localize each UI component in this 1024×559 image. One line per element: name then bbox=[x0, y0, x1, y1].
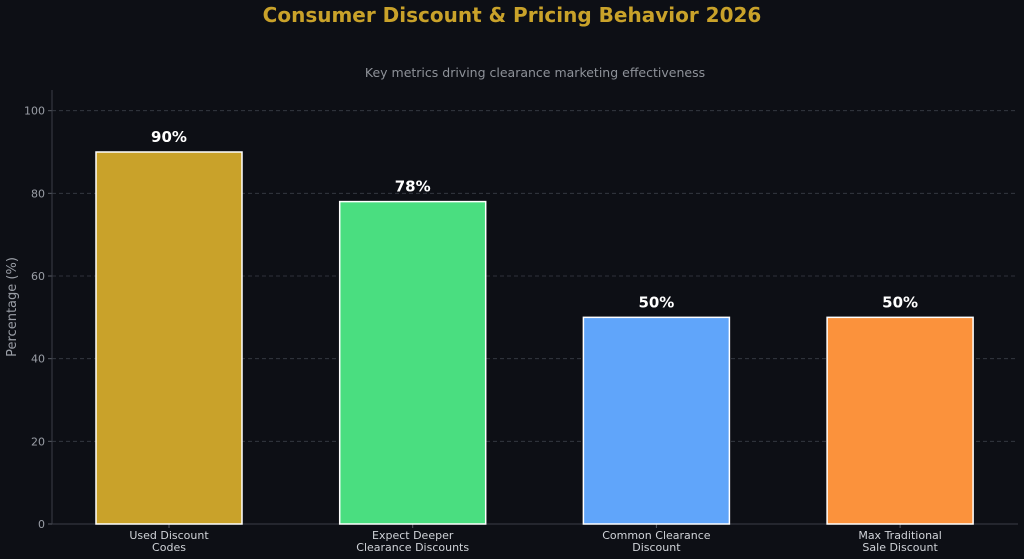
x-tick-label: Max Traditional Sale Discount bbox=[858, 529, 942, 554]
chart-title: Consumer Discount & Pricing Behavior 202… bbox=[263, 3, 762, 27]
y-tick-label: 0 bbox=[38, 518, 45, 531]
bars bbox=[95, 151, 974, 525]
x-tick-label: Common Clearance Discount bbox=[602, 529, 711, 554]
y-axis-label: Percentage (%) bbox=[5, 257, 20, 357]
y-tick-label: 100 bbox=[24, 105, 45, 118]
bar bbox=[826, 316, 974, 525]
y-tick-label: 80 bbox=[31, 187, 45, 200]
x-tick-label: Expect Deeper Clearance Discounts bbox=[356, 529, 469, 554]
data-label: 90% bbox=[151, 128, 187, 146]
data-label: 50% bbox=[882, 293, 918, 311]
data-label: 50% bbox=[638, 293, 674, 311]
bar bbox=[95, 151, 243, 525]
y-tick-label: 60 bbox=[31, 270, 45, 283]
y-tick-label: 40 bbox=[31, 353, 45, 366]
y-tick-label: 20 bbox=[31, 435, 45, 448]
chart-subtitle: Key metrics driving clearance marketing … bbox=[365, 65, 705, 80]
labels: 90% Used Discount Codes 78% Expect Deeper Cle… bbox=[129, 128, 942, 554]
bar bbox=[338, 200, 487, 525]
bar bbox=[582, 316, 731, 525]
x-tick-label: Used Discount Codes bbox=[129, 529, 209, 554]
data-label: 78% bbox=[395, 178, 431, 196]
